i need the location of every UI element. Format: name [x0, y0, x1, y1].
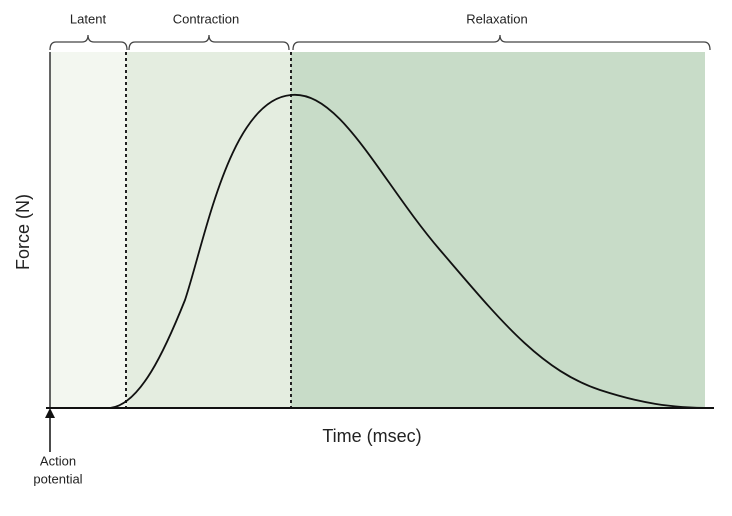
y-axis-label: Force (N)	[13, 194, 33, 270]
latent-region	[50, 52, 127, 408]
action-arrowhead	[45, 408, 55, 418]
phase-label: Latent	[70, 11, 107, 26]
annotation-line: potential	[33, 471, 82, 486]
latent-brace	[49, 34, 128, 51]
phase-label: Contraction	[173, 11, 239, 26]
relaxation-brace	[292, 34, 711, 51]
force-curve	[50, 94, 713, 409]
annotation-line: Action	[40, 453, 76, 468]
relaxation-region	[291, 52, 705, 408]
contraction-brace	[128, 34, 290, 51]
contraction-region	[127, 52, 291, 408]
x-axis-label: Time (msec)	[322, 426, 421, 446]
phase-label: Relaxation	[466, 11, 527, 26]
